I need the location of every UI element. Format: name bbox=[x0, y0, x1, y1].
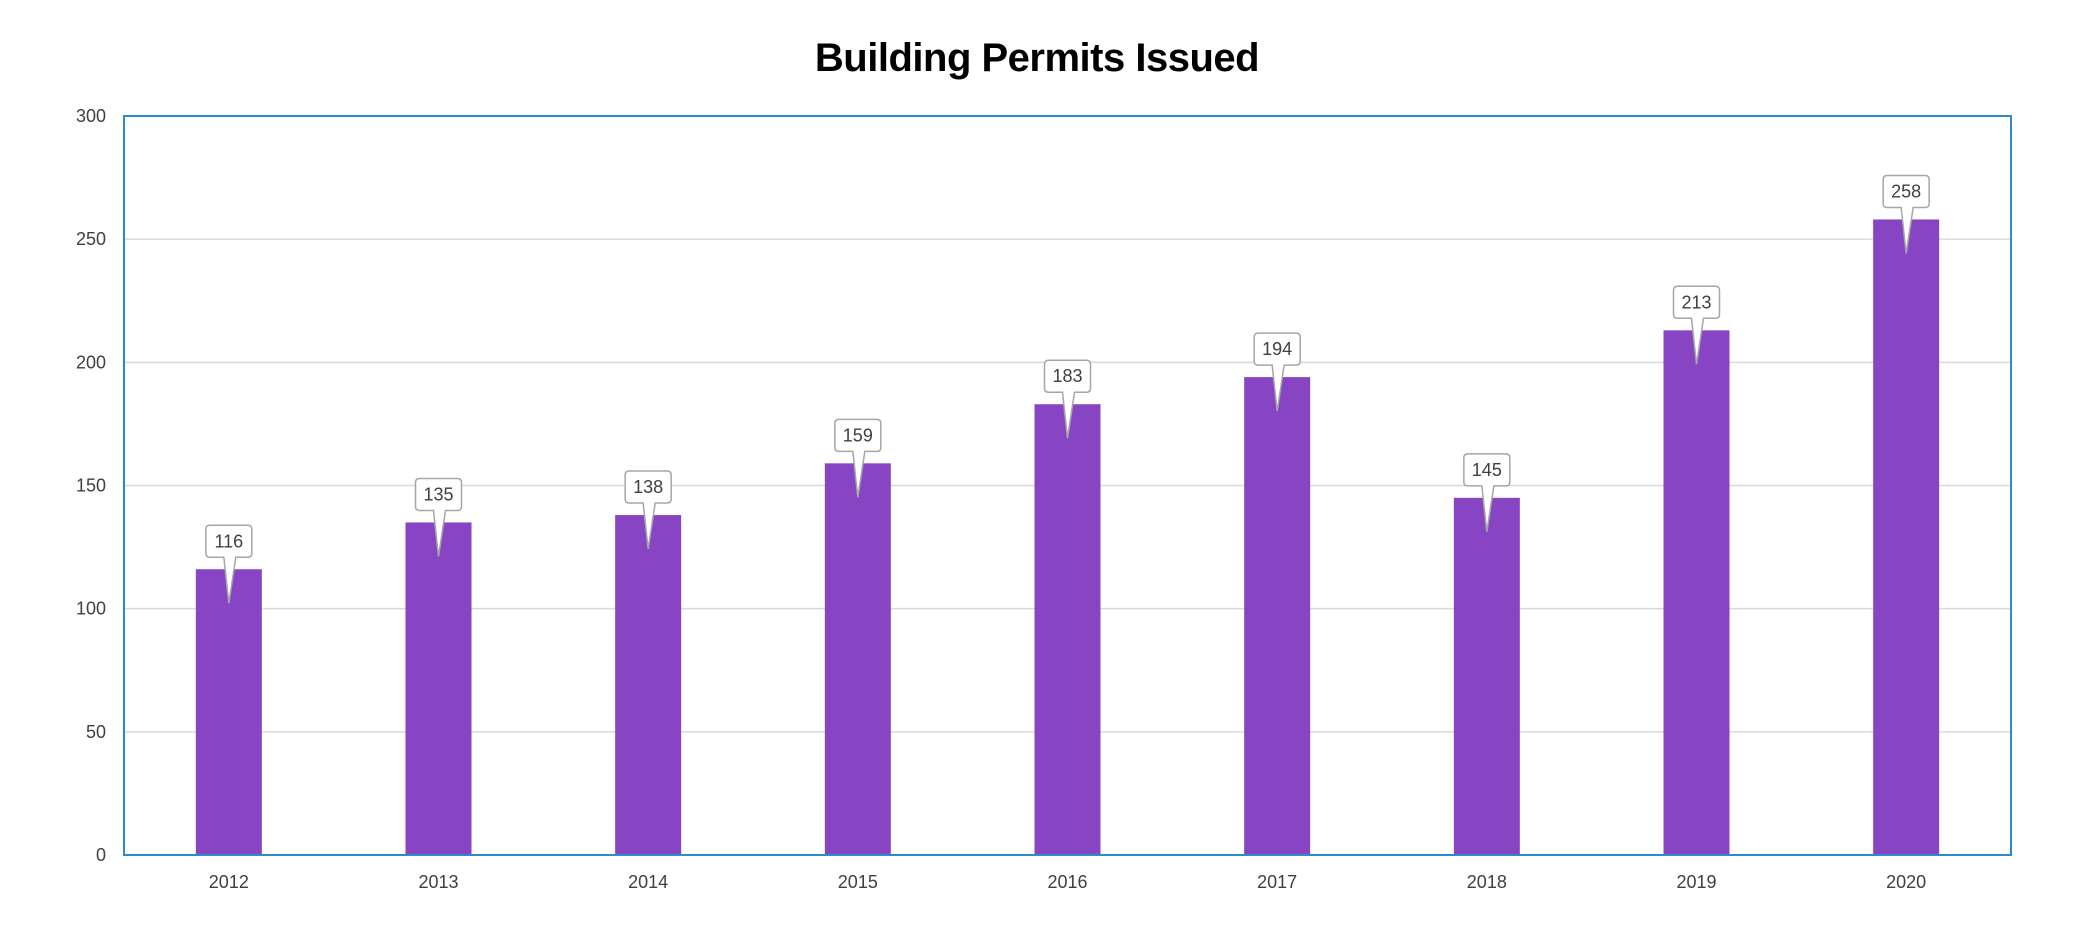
data-label-callout bbox=[1253, 332, 1301, 412]
y-tick-label: 0 bbox=[96, 845, 106, 865]
data-label: 135 bbox=[423, 484, 453, 504]
y-tick-label: 200 bbox=[76, 352, 106, 372]
data-label: 183 bbox=[1052, 366, 1082, 386]
plot-area-border bbox=[123, 115, 2012, 856]
bar-2012 bbox=[195, 569, 262, 855]
x-tick-label: 2014 bbox=[628, 872, 668, 892]
x-tick-label: 2017 bbox=[1257, 872, 1297, 892]
x-tick-label: 2018 bbox=[1467, 872, 1507, 892]
chart-title: Building Permits Issued bbox=[814, 36, 1260, 80]
data-label: 145 bbox=[1472, 460, 1502, 480]
x-tick-label: 2016 bbox=[1047, 872, 1087, 892]
bar-2018 bbox=[1453, 497, 1520, 855]
data-label-callout bbox=[1672, 285, 1721, 365]
x-tick-label: 2013 bbox=[418, 872, 458, 892]
bar-2020 bbox=[1873, 219, 1940, 855]
data-label-callout bbox=[1043, 359, 1092, 439]
x-tick-label: 2015 bbox=[838, 872, 878, 892]
x-tick-label: 2019 bbox=[1676, 872, 1716, 892]
bar-2015 bbox=[824, 463, 891, 855]
data-label-callout bbox=[205, 524, 253, 604]
data-label-callout bbox=[414, 477, 463, 557]
bar-2017 bbox=[1244, 377, 1311, 855]
data-label-callout bbox=[624, 470, 672, 550]
data-label-callout bbox=[1882, 174, 1930, 254]
y-tick-label: 300 bbox=[76, 106, 106, 126]
data-label: 138 bbox=[633, 477, 663, 497]
x-tick-label: 2012 bbox=[209, 872, 249, 892]
y-tick-label: 250 bbox=[76, 229, 106, 249]
y-tick-label: 50 bbox=[86, 722, 106, 742]
data-label: 159 bbox=[843, 425, 873, 445]
x-axis-ticks: 2012 2013 2014 2015 2016 2017 2018 2019 2020 bbox=[209, 872, 1926, 892]
data-label-callout bbox=[834, 418, 882, 498]
data-label: 258 bbox=[1891, 181, 1921, 201]
y-axis-ticks: 0 50 100 150 200 250 300 bbox=[76, 106, 106, 865]
x-tick-label: 2020 bbox=[1886, 872, 1926, 892]
y-tick-label: 100 bbox=[76, 599, 106, 619]
bar-2016 bbox=[1034, 404, 1101, 855]
y-tick-label: 150 bbox=[76, 476, 106, 496]
data-label-callout bbox=[1463, 453, 1511, 532]
bar-2013 bbox=[405, 522, 472, 855]
bar-2014 bbox=[615, 515, 682, 855]
bar-2019 bbox=[1663, 330, 1730, 855]
data-label: 116 bbox=[214, 531, 243, 551]
data-label: 213 bbox=[1681, 292, 1711, 312]
bars bbox=[195, 219, 1940, 855]
data-labels: 116 135 138 159 183 194 145 213 258 bbox=[205, 174, 1930, 604]
data-label: 194 bbox=[1262, 339, 1292, 359]
